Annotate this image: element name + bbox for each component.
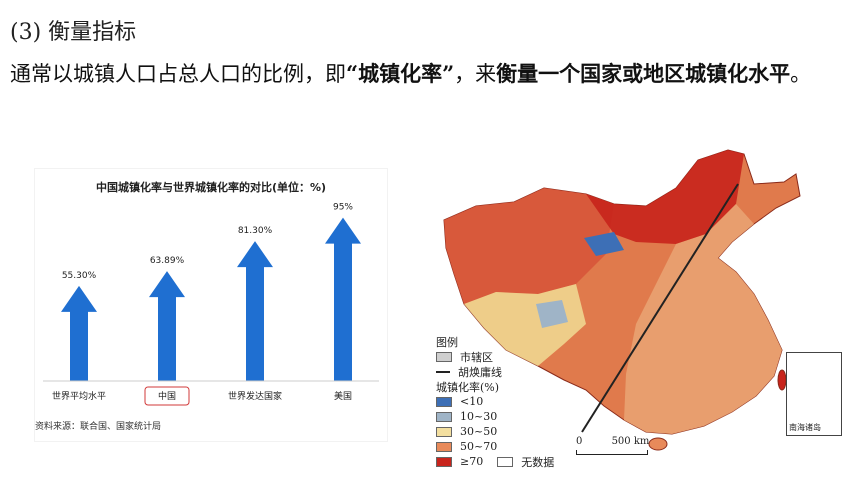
legend-row-4: ≥70 无数据	[436, 454, 554, 469]
value-label-1: 63.89%	[150, 256, 185, 266]
legend-row-0: <10	[436, 394, 554, 409]
map-scale: 0 500 km	[576, 436, 650, 455]
legend-row-2: 30~50	[436, 424, 554, 439]
legend-line-label: 胡焕庸线	[458, 365, 502, 379]
hu-line	[581, 183, 739, 433]
legend-nodata-swatch	[497, 456, 514, 467]
legend-swatch-0	[436, 396, 452, 407]
bar-arrow-2	[237, 241, 273, 381]
legend-row-3: 50~70	[436, 439, 554, 454]
definition-paragraph: 通常以城镇人口占总人口的比例，即“城镇化率”，来衡量一个国家或地区城镇化水平。	[10, 52, 850, 96]
legend-label-1: 10~30	[460, 410, 498, 423]
hainan-island	[648, 437, 668, 451]
legend-city-row: 市辖区	[436, 349, 554, 364]
chart-title: 中国城镇化率与世界城镇化率的对比(单位：%)	[95, 181, 327, 194]
scale-label: 500 km	[611, 436, 650, 447]
category-label-3: 美国	[334, 390, 352, 402]
legend-swatch-2	[436, 426, 452, 437]
legend-label-4: ≥70	[460, 455, 484, 468]
category-label-2: 世界发达国家	[228, 390, 282, 402]
legend-label-2: 30~50	[460, 425, 498, 438]
value-label-2: 81.30%	[238, 226, 273, 236]
value-label-0: 55.30%	[62, 271, 97, 281]
map-blue-patch	[584, 232, 624, 256]
legend-rate-title: 城镇化率(%)	[436, 380, 500, 394]
legend-row-1: 10~30	[436, 409, 554, 424]
scale-zero: 0	[576, 436, 583, 447]
legend-line-row: 胡焕庸线	[436, 364, 554, 379]
legend-city-label: 市辖区	[460, 350, 493, 364]
chart-source: 资料来源：联合国、国家统计局	[35, 422, 162, 432]
highlight-box	[144, 386, 190, 406]
paragraph-term: “城镇化率”	[346, 61, 455, 86]
bar-arrow-3	[325, 217, 361, 381]
urbanization-chart: 中国城镇化率与世界城镇化率的对比(单位：%) 55.30% 世界平均水平 63.89…	[34, 168, 388, 442]
legend-label-3: 50~70	[460, 440, 498, 453]
section-heading: (3) 衡量指标	[10, 20, 137, 45]
legend-city-swatch	[436, 351, 452, 362]
category-label-0: 世界平均水平	[52, 390, 106, 402]
inset-label: 南海诸岛	[789, 423, 821, 432]
map-west-region	[444, 188, 614, 304]
value-label-3: 95%	[333, 203, 353, 213]
map-east-region	[624, 204, 782, 434]
legend-items: <10 10~30 30~50 50~70 ≥70 无数据	[436, 394, 554, 469]
map-inner-mongolia	[586, 150, 744, 244]
legend-swatch-3	[436, 441, 452, 452]
chart-plot: 55.30% 世界平均水平 63.89% 中国 81.30% 世界发达国家 95% 美国	[43, 203, 379, 406]
scale-bar	[576, 450, 648, 455]
paragraph-text-2: ，来	[454, 62, 497, 86]
legend-title: 图例	[436, 335, 458, 349]
bar-arrow-0	[61, 285, 97, 381]
legend-swatch-1	[436, 411, 452, 422]
legend-nodata-label: 无数据	[521, 455, 555, 469]
china-urbanization-map	[443, 149, 801, 451]
south-china-sea-inset: 南海诸岛	[786, 352, 842, 436]
bar-arrow-1	[149, 271, 185, 381]
paragraph-text-3: 。	[790, 62, 812, 86]
taiwan-island	[777, 369, 787, 391]
map-gray-patch	[536, 300, 568, 328]
legend-line-swatch	[436, 370, 450, 373]
map-legend: 图例 市辖区 胡焕庸线 城镇化率(%) <10 10~30 30~50 50~70 ≥7…	[436, 334, 554, 469]
paragraph-emphasis: 衡量一个国家或地区城镇化水平	[496, 61, 791, 86]
legend-swatch-4	[436, 456, 452, 467]
legend-label-0: <10	[460, 395, 484, 408]
category-label-1: 中国	[158, 390, 176, 402]
paragraph-text-1: 通常以城镇人口占总人口的比例，即	[10, 62, 346, 86]
